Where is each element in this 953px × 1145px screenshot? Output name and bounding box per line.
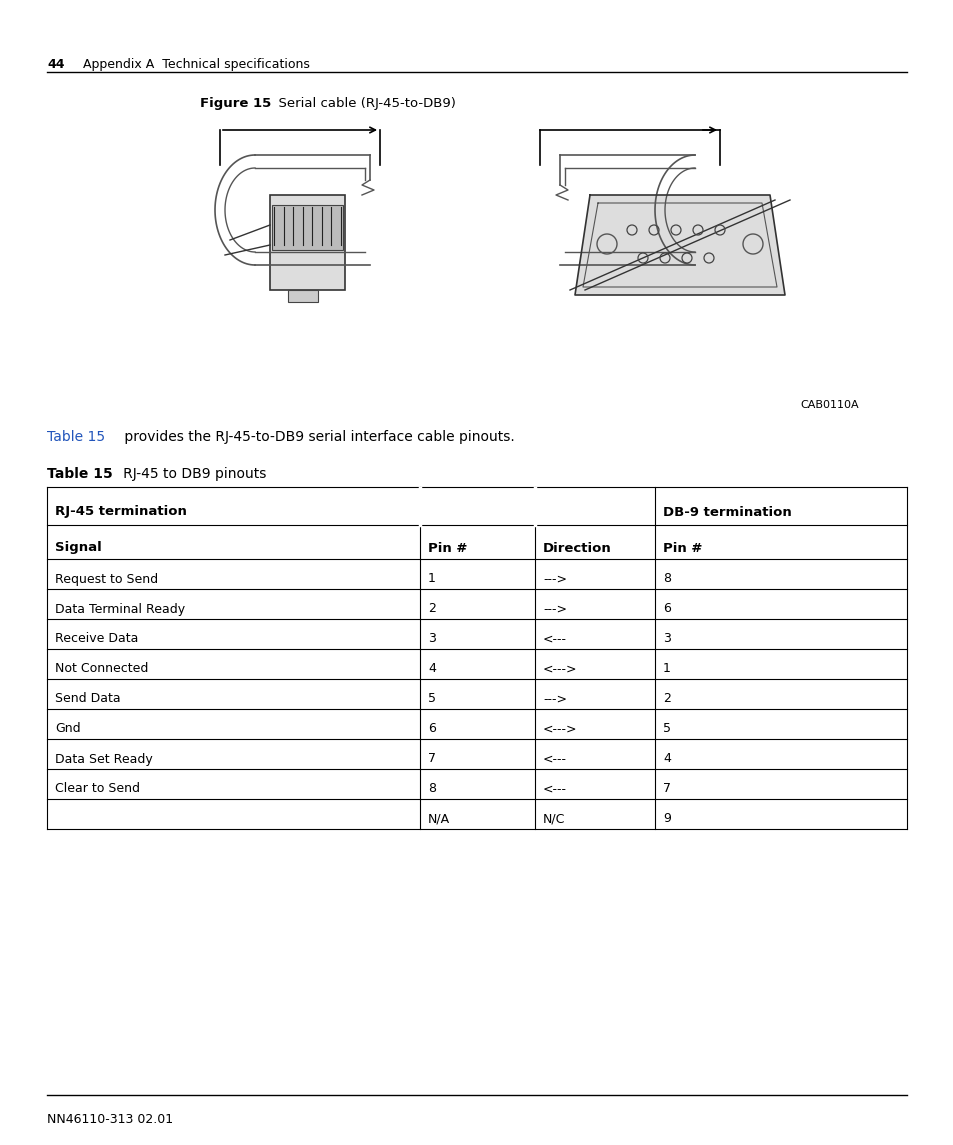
- Text: 8: 8: [428, 782, 436, 796]
- Text: DB-9 termination: DB-9 termination: [662, 505, 791, 519]
- Text: <---: <---: [542, 632, 566, 646]
- Text: 4: 4: [662, 752, 670, 766]
- Text: 6: 6: [662, 602, 670, 616]
- Text: 7: 7: [662, 782, 670, 796]
- Text: NN46110-313 02.01: NN46110-313 02.01: [47, 1113, 172, 1126]
- Bar: [272, 205, 343, 250]
- Text: 5: 5: [428, 693, 436, 705]
- Text: --->: --->: [542, 602, 566, 616]
- Text: Serial cable (RJ-45-to-DB9): Serial cable (RJ-45-to-DB9): [270, 97, 456, 110]
- Polygon shape: [575, 195, 784, 295]
- Text: 2: 2: [662, 693, 670, 705]
- Text: 8: 8: [662, 572, 670, 585]
- Text: 6: 6: [428, 722, 436, 735]
- Text: 3: 3: [662, 632, 670, 646]
- Text: 3: 3: [428, 632, 436, 646]
- Text: Data Set Ready: Data Set Ready: [55, 752, 152, 766]
- Text: Not Connected: Not Connected: [55, 663, 149, 676]
- Text: 44: 44: [47, 58, 65, 71]
- Text: RJ-45 termination: RJ-45 termination: [55, 505, 187, 519]
- Text: <---: <---: [542, 782, 566, 796]
- Text: CAB0110A: CAB0110A: [800, 400, 858, 410]
- Text: Table 15: Table 15: [47, 467, 112, 481]
- FancyBboxPatch shape: [270, 195, 345, 290]
- Text: <--->: <--->: [542, 663, 577, 676]
- Text: 2: 2: [428, 602, 436, 616]
- Text: Data Terminal Ready: Data Terminal Ready: [55, 602, 185, 616]
- Text: N/A: N/A: [428, 813, 450, 826]
- Text: RJ-45 to DB9 pinouts: RJ-45 to DB9 pinouts: [110, 467, 266, 481]
- Text: Table 15: Table 15: [47, 431, 105, 444]
- Bar: [288, 290, 317, 302]
- Text: Direction: Direction: [542, 542, 611, 554]
- Text: 4: 4: [428, 663, 436, 676]
- Text: N/C: N/C: [542, 813, 565, 826]
- Text: 7: 7: [428, 752, 436, 766]
- Text: Figure 15: Figure 15: [200, 97, 271, 110]
- Text: 9: 9: [662, 813, 670, 826]
- Text: <---: <---: [542, 752, 566, 766]
- Text: Pin #: Pin #: [428, 542, 467, 554]
- Text: --->: --->: [542, 693, 566, 705]
- Text: Clear to Send: Clear to Send: [55, 782, 140, 796]
- Text: <--->: <--->: [542, 722, 577, 735]
- Text: Send Data: Send Data: [55, 693, 120, 705]
- Text: 1: 1: [662, 663, 670, 676]
- Text: Receive Data: Receive Data: [55, 632, 138, 646]
- Text: 5: 5: [662, 722, 670, 735]
- Text: --->: --->: [542, 572, 566, 585]
- Text: Request to Send: Request to Send: [55, 572, 158, 585]
- Text: Gnd: Gnd: [55, 722, 81, 735]
- Text: Pin #: Pin #: [662, 542, 701, 554]
- Text: Appendix A  Technical specifications: Appendix A Technical specifications: [75, 58, 310, 71]
- Text: 1: 1: [428, 572, 436, 585]
- Text: Signal: Signal: [55, 542, 102, 554]
- Text: provides the RJ-45-to-DB9 serial interface cable pinouts.: provides the RJ-45-to-DB9 serial interfa…: [120, 431, 515, 444]
